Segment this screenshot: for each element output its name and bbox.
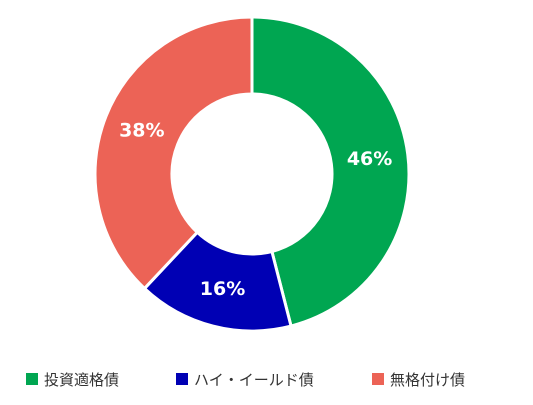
data-label-unrated: 38%	[119, 119, 164, 141]
legend-item-investment-grade[interactable]: 投資適格債	[26, 367, 119, 391]
slice-investment-grade[interactable]	[250, 15, 411, 328]
data-label-high-yield: 16%	[200, 278, 245, 300]
legend-swatch-investment-grade	[26, 373, 38, 385]
legend-item-unrated[interactable]: 無格付け債	[372, 367, 465, 391]
legend-label-unrated: 無格付け債	[390, 370, 466, 389]
slice-labels: 46% 16% 38%	[119, 119, 392, 299]
donut-slices	[93, 15, 411, 333]
legend-label-investment-grade: 投資適格債	[44, 370, 120, 389]
legend-item-high-yield[interactable]: ハイ・イールド債	[176, 367, 314, 391]
legend: 投資適格債 ハイ・イールド債 無格付け債	[0, 367, 533, 391]
legend-swatch-high-yield	[176, 373, 188, 385]
legend-label-high-yield: ハイ・イールド債	[194, 370, 314, 389]
data-label-investment-grade: 46%	[347, 148, 392, 170]
slice-unrated[interactable]	[93, 15, 254, 291]
legend-swatch-unrated	[372, 373, 384, 385]
slice-high-yield[interactable]	[142, 230, 293, 333]
